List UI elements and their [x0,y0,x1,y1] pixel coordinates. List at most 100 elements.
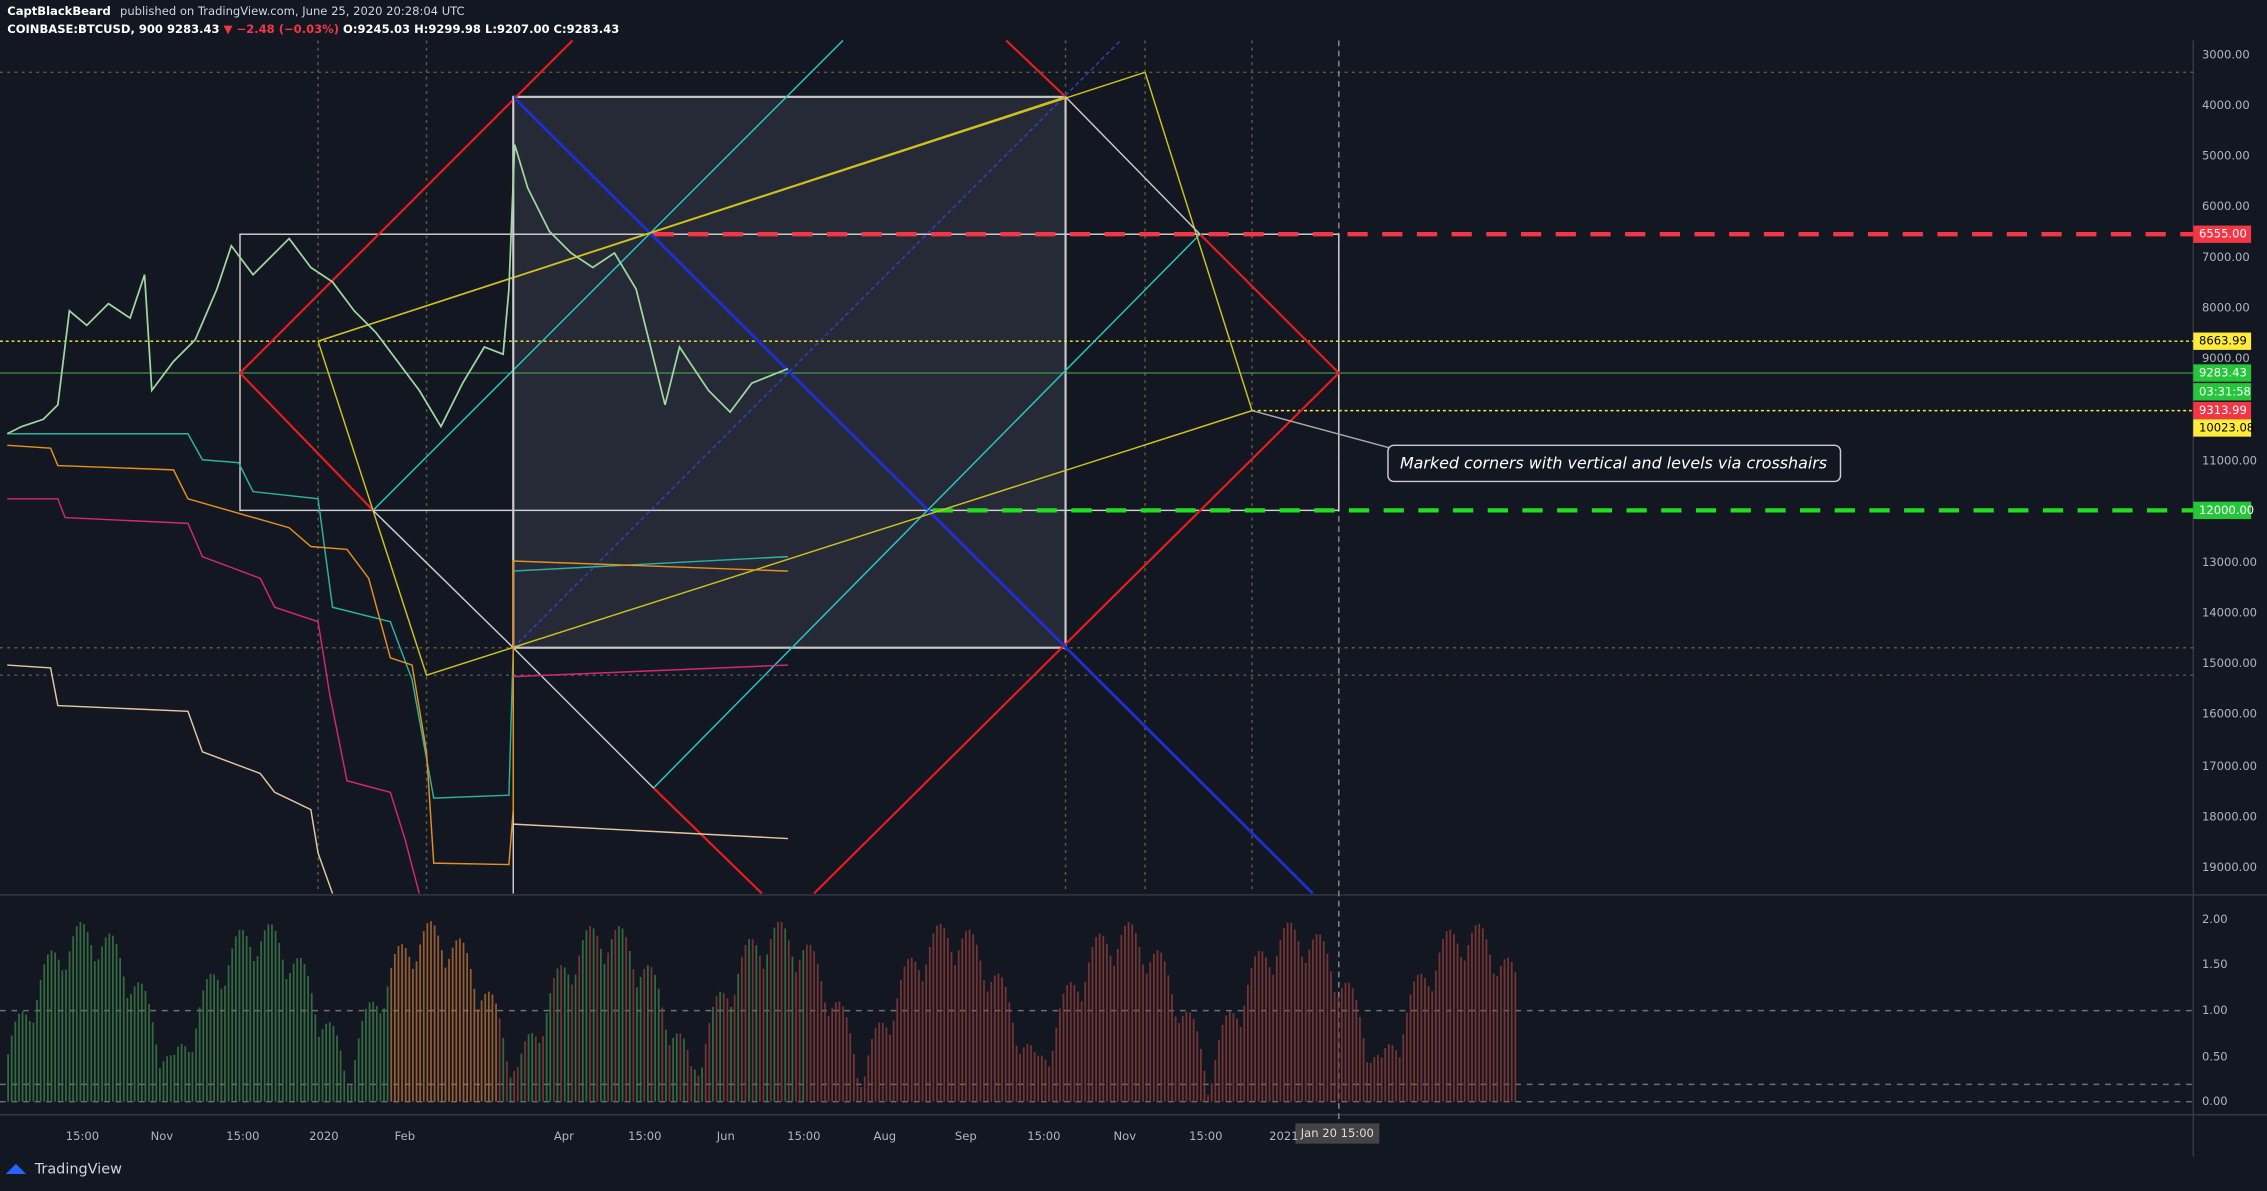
histogram-bar [39,979,42,1102]
histogram-bar [328,1022,331,1102]
histogram-bar [1369,1062,1372,1102]
histogram-bar [1431,991,1434,1102]
histogram-bar [1507,957,1509,1102]
histogram-bar [1243,1005,1246,1102]
histogram-bar [159,1068,161,1102]
histogram-bar [274,930,277,1102]
histogram-bar [610,939,613,1102]
histogram-bar [1207,1095,1209,1102]
histogram-bar [422,931,425,1102]
histogram-bar [336,1035,338,1102]
histogram-bar [1322,941,1325,1102]
histogram-bar [253,960,255,1102]
histogram-bar [997,973,1000,1102]
histogram-bar [1051,1050,1054,1102]
histogram-bar [957,950,960,1102]
histogram-bar [65,969,67,1102]
histogram-bar [177,1046,179,1102]
histogram-bar [516,1066,519,1102]
histogram-bar [440,950,443,1102]
histogram-bar [701,1067,703,1102]
price-tag-label: 9283.43 [2199,366,2247,380]
histogram-bar [787,940,790,1102]
histogram-bar [25,1014,28,1102]
histogram-bar [842,1006,844,1102]
histogram-bar [1427,986,1430,1102]
histogram-bar [484,993,487,1102]
histogram-bar [1359,1016,1361,1102]
histogram-bar [755,945,758,1102]
histogram-bar [224,985,226,1102]
histogram-bar [849,1033,852,1102]
histogram-bar [1362,1038,1365,1102]
histogram-bar [401,944,403,1102]
histogram-bar [21,1011,24,1102]
histogram-bar [766,954,769,1102]
histogram-bar [896,998,899,1102]
histogram-bar [133,986,136,1102]
indicator-label: 2.00 [2202,912,2228,926]
histogram-bar [318,1036,320,1102]
time-label: Apr [554,1129,574,1143]
histogram-bar [289,972,291,1102]
histogram-bar [97,959,100,1102]
histogram-bar [1445,931,1448,1102]
histogram-bar [256,956,259,1102]
histogram-bar [553,977,555,1102]
histogram-bar [1033,1051,1036,1102]
histogram-bar [137,982,140,1102]
histogram-bar [1069,982,1072,1102]
histogram-bar [430,921,432,1102]
histogram-bar [1178,1023,1181,1102]
histogram-bar [285,979,288,1102]
histogram-bar [1474,925,1477,1102]
histogram-bar [296,958,299,1102]
histogram-bar [93,961,96,1102]
histogram-bar [437,935,440,1102]
histogram-bar [1481,928,1484,1102]
histogram-bar [744,944,747,1102]
histogram-bar [1319,934,1322,1102]
histogram-bar [618,926,620,1102]
histogram-bar [162,1061,165,1102]
histogram-bar [300,958,302,1102]
histogram-bar [1297,941,1300,1102]
histogram-bar [46,954,49,1102]
indicator-label: 0.50 [2202,1049,2228,1063]
histogram-bar [679,1033,682,1102]
histogram-bar [54,952,56,1102]
histogram-bar [675,1033,678,1102]
brand: TradingView [34,1162,122,1178]
histogram-bar [1037,1055,1040,1102]
histogram-bar [1514,972,1517,1102]
histogram-bar [1471,932,1473,1102]
indicator-label: 1.50 [2202,957,2228,971]
histogram-bar [1380,1057,1383,1102]
histogram-bar [1022,1047,1025,1102]
histogram-bar [769,939,772,1102]
histogram-bar [628,951,631,1102]
histogram-bar [1391,1045,1394,1102]
histogram-bar [1304,962,1307,1102]
histogram-bar [28,1020,31,1102]
histogram [7,921,1517,1102]
histogram-bar [346,1085,349,1102]
histogram-bar [390,967,393,1102]
histogram-bar [1015,1045,1018,1102]
price-label: 7000.00 [2202,250,2250,264]
histogram-bar [925,964,928,1102]
histogram-bar [654,974,656,1102]
histogram-bar [1210,1083,1213,1102]
histogram-bar [466,953,469,1102]
histogram-bar [1200,1048,1202,1102]
histogram-bar [928,946,931,1102]
time-label: 2021 [1269,1129,1298,1143]
histogram-bar [83,924,85,1102]
histogram-bar [892,1020,895,1102]
histogram-bar [1004,986,1007,1102]
logo [5,1163,27,1174]
histogram-bar [126,997,129,1102]
histogram-bar [1384,1048,1387,1102]
histogram-bar [1062,993,1065,1102]
histogram-bar [444,967,447,1102]
